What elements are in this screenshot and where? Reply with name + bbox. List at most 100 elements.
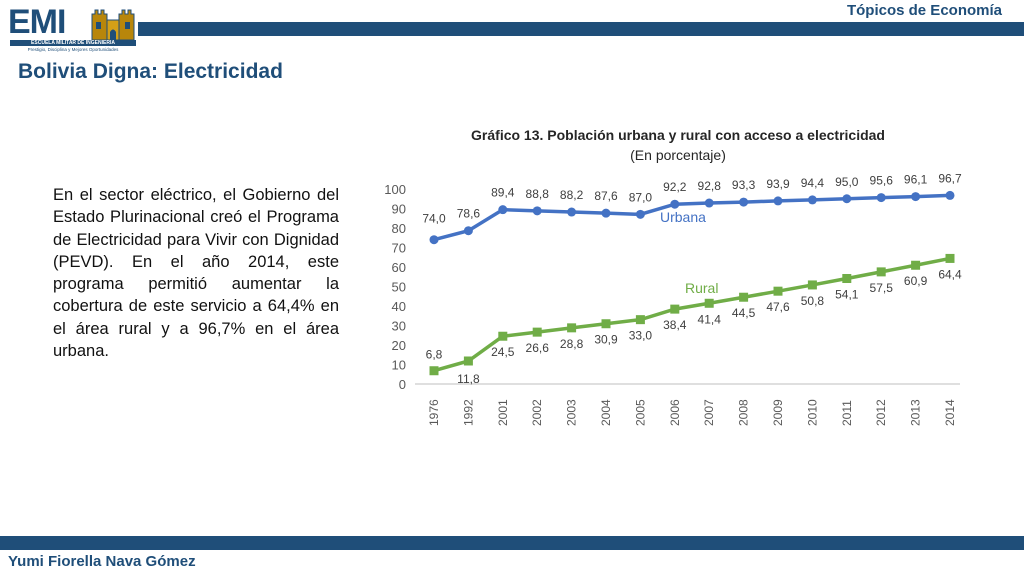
x-tick-label: 2012: [874, 399, 888, 426]
data-label-urbana: 89,4: [491, 186, 515, 200]
data-point-urbana: [876, 193, 886, 203]
data-label-urbana: 94,4: [801, 176, 825, 190]
series-name-urbana: Urbana: [660, 209, 706, 225]
data-label-rural: 38,4: [663, 318, 687, 332]
data-label-rural: 41,4: [698, 312, 722, 326]
header-bar: [138, 22, 1024, 36]
footer-author: Yumi Fiorella Nava Gómez: [8, 553, 196, 570]
x-tick-label: 1992: [461, 399, 475, 426]
data-label-urbana: 92,8: [698, 179, 722, 193]
page-title: Bolivia Digna: Electricidad: [18, 60, 283, 83]
data-point-rural: [739, 292, 749, 302]
data-point-urbana: [498, 205, 508, 215]
data-point-rural: [807, 280, 817, 290]
data-label-rural: 33,0: [629, 329, 653, 343]
x-tick-label: 2009: [771, 399, 785, 426]
data-label-urbana: 74,0: [422, 212, 446, 226]
x-tick-label: 2003: [565, 399, 579, 426]
data-point-rural: [498, 331, 508, 341]
y-tick-label: 0: [399, 377, 406, 392]
data-point-rural: [532, 327, 542, 337]
logo-subtitle: ESCUELA MILITAR DE INGENIERIA: [10, 40, 136, 46]
data-label-rural: 11,8: [457, 372, 480, 386]
data-label-urbana: 88,2: [560, 188, 584, 202]
series-line-urbana: [433, 193, 951, 242]
data-point-urbana: [739, 197, 749, 207]
x-tick-label: 2013: [909, 399, 923, 426]
data-point-urbana: [704, 198, 714, 208]
data-label-urbana: 92,2: [663, 180, 687, 194]
body-paragraph: En el sector eléctrico, el Gobierno del …: [53, 186, 339, 361]
data-point-rural: [601, 319, 611, 329]
data-label-rural: 50,8: [801, 294, 825, 308]
electricity-chart: Gráfico 13. Población urbana y rural con…: [384, 127, 962, 426]
data-point-rural: [911, 260, 921, 270]
data-label-rural: 64,4: [938, 267, 962, 281]
y-tick-label: 10: [392, 358, 406, 373]
data-point-rural: [635, 315, 645, 325]
x-tick-label: 2001: [496, 399, 510, 426]
data-point-urbana: [567, 207, 577, 217]
y-tick-label: 20: [392, 338, 406, 353]
data-point-urbana: [773, 196, 783, 206]
x-tick-label: 2010: [805, 399, 819, 426]
data-point-rural: [567, 323, 577, 333]
data-label-urbana: 78,6: [457, 207, 481, 221]
chart-subtitle: (En porcentaje): [630, 147, 726, 163]
emi-logo: EMI ESCUELA MILITAR DE INGENIERIA Presti…: [8, 4, 136, 52]
data-point-rural: [429, 366, 439, 376]
y-tick-label: 50: [392, 280, 406, 295]
header-section-title: Tópicos de Economía: [846, 2, 1002, 19]
data-label-urbana: 93,3: [732, 178, 756, 192]
data-point-rural: [670, 304, 680, 314]
y-tick-label: 70: [392, 241, 406, 256]
data-label-urbana: 93,9: [766, 177, 790, 191]
data-label-rural: 28,8: [560, 337, 584, 351]
data-point-urbana: [945, 190, 955, 200]
data-label-rural: 60,9: [904, 274, 928, 288]
data-point-urbana: [532, 206, 542, 216]
data-point-rural: [876, 267, 886, 277]
data-point-urbana: [842, 194, 852, 204]
y-tick-label: 90: [392, 202, 406, 217]
x-tick-label: 2002: [530, 399, 544, 426]
data-label-rural: 30,9: [594, 333, 618, 347]
x-tick-label: 2007: [702, 399, 716, 426]
x-tick-label: 2011: [840, 400, 854, 426]
data-label-urbana: 95,0: [835, 175, 859, 189]
x-tick-label: 2008: [737, 399, 751, 426]
data-point-rural: [945, 253, 955, 263]
x-tick-label: 2006: [668, 399, 682, 426]
data-label-rural: 54,1: [835, 288, 859, 302]
y-tick-label: 30: [392, 319, 406, 334]
y-tick-label: 100: [384, 182, 406, 197]
data-point-urbana: [635, 209, 645, 219]
series-name-rural: Rural: [685, 280, 718, 296]
data-label-urbana: 96,1: [904, 173, 928, 187]
data-point-urbana: [463, 226, 473, 236]
data-point-urbana: [429, 235, 439, 245]
logo-text: EMI: [8, 3, 66, 41]
data-label-rural: 24,5: [491, 345, 515, 359]
data-point-rural: [463, 356, 473, 366]
y-tick-label: 80: [392, 221, 406, 236]
y-tick-label: 60: [392, 260, 406, 275]
x-tick-label: 2004: [599, 399, 613, 426]
x-tick-label: 2014: [943, 399, 957, 426]
data-label-urbana: 96,7: [938, 171, 962, 185]
data-label-urbana: 87,0: [629, 190, 653, 204]
data-point-urbana: [911, 192, 921, 202]
data-point-urbana: [670, 199, 680, 209]
chart-title: Gráfico 13. Población urbana y rural con…: [471, 127, 885, 143]
footer-bar: [0, 536, 1024, 550]
data-label-urbana: 95,6: [870, 174, 894, 188]
data-label-urbana: 88,8: [526, 187, 550, 201]
logo-motto: Prestigio, Disciplina y Mejores Oportuni…: [27, 47, 119, 52]
data-point-rural: [773, 286, 783, 296]
data-label-rural: 47,6: [766, 300, 790, 314]
x-tick-label: 2005: [633, 399, 647, 426]
data-point-rural: [842, 274, 852, 284]
data-point-urbana: [807, 195, 817, 205]
data-point-rural: [704, 298, 714, 308]
data-label-rural: 26,6: [526, 341, 550, 355]
